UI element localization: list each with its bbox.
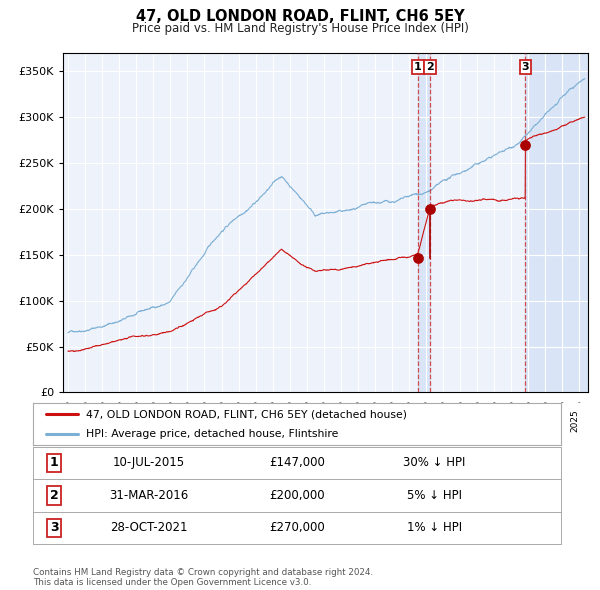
Text: 30% ↓ HPI: 30% ↓ HPI — [403, 456, 466, 470]
Text: Contains HM Land Registry data © Crown copyright and database right 2024.
This d: Contains HM Land Registry data © Crown c… — [33, 568, 373, 587]
Text: 2018: 2018 — [451, 409, 460, 432]
Text: 3: 3 — [521, 62, 529, 72]
Text: 2006: 2006 — [247, 409, 256, 432]
Text: 2022: 2022 — [520, 409, 529, 431]
Text: 1: 1 — [414, 62, 422, 72]
Text: 2009: 2009 — [298, 409, 307, 432]
Text: 1% ↓ HPI: 1% ↓ HPI — [407, 521, 462, 535]
Text: 28-OCT-2021: 28-OCT-2021 — [110, 521, 188, 535]
Text: 1999: 1999 — [127, 409, 136, 432]
Text: 2023: 2023 — [536, 409, 545, 432]
Text: 1998: 1998 — [110, 409, 119, 432]
Text: 2019: 2019 — [468, 409, 477, 432]
Text: 2013: 2013 — [366, 409, 375, 432]
Text: 5% ↓ HPI: 5% ↓ HPI — [407, 489, 462, 502]
Bar — [418, 53, 430, 392]
Text: 2015: 2015 — [400, 409, 409, 432]
Point — [413, 253, 423, 263]
Text: 2003: 2003 — [196, 409, 205, 432]
Text: 2: 2 — [427, 62, 434, 72]
Text: £200,000: £200,000 — [269, 489, 325, 502]
Text: 2005: 2005 — [230, 409, 239, 432]
Bar — [526, 53, 588, 392]
Text: 2020: 2020 — [485, 409, 494, 432]
Text: 1995: 1995 — [59, 409, 68, 432]
Text: Price paid vs. HM Land Registry's House Price Index (HPI): Price paid vs. HM Land Registry's House … — [131, 22, 469, 35]
Point — [521, 140, 530, 149]
Text: 2011: 2011 — [332, 409, 341, 432]
Text: 2012: 2012 — [349, 409, 358, 432]
Text: 2001: 2001 — [161, 409, 170, 432]
Text: HPI: Average price, detached house, Flintshire: HPI: Average price, detached house, Flin… — [86, 429, 338, 439]
Text: 47, OLD LONDON ROAD, FLINT, CH6 5EY (detached house): 47, OLD LONDON ROAD, FLINT, CH6 5EY (det… — [86, 409, 407, 419]
Text: 2008: 2008 — [281, 409, 290, 432]
Text: 2024: 2024 — [553, 409, 562, 431]
Text: 2002: 2002 — [178, 409, 187, 432]
Text: 1997: 1997 — [93, 409, 102, 432]
Text: 2004: 2004 — [212, 409, 221, 432]
Text: 2010: 2010 — [315, 409, 324, 432]
Text: 2025: 2025 — [571, 409, 580, 432]
Text: 1996: 1996 — [76, 409, 85, 432]
Text: 2021: 2021 — [502, 409, 511, 432]
Text: 2016: 2016 — [417, 409, 426, 432]
Point — [425, 204, 435, 214]
Text: 2017: 2017 — [434, 409, 443, 432]
Text: 31-MAR-2016: 31-MAR-2016 — [110, 489, 189, 502]
Text: 2007: 2007 — [263, 409, 272, 432]
Text: 1: 1 — [50, 456, 58, 470]
Text: £270,000: £270,000 — [269, 521, 325, 535]
Text: 2: 2 — [50, 489, 58, 502]
Text: 3: 3 — [50, 521, 58, 535]
Text: £147,000: £147,000 — [269, 456, 325, 470]
Text: 47, OLD LONDON ROAD, FLINT, CH6 5EY: 47, OLD LONDON ROAD, FLINT, CH6 5EY — [136, 9, 464, 24]
Text: 2000: 2000 — [145, 409, 154, 432]
Text: 10-JUL-2015: 10-JUL-2015 — [113, 456, 185, 470]
Text: 2014: 2014 — [383, 409, 392, 432]
